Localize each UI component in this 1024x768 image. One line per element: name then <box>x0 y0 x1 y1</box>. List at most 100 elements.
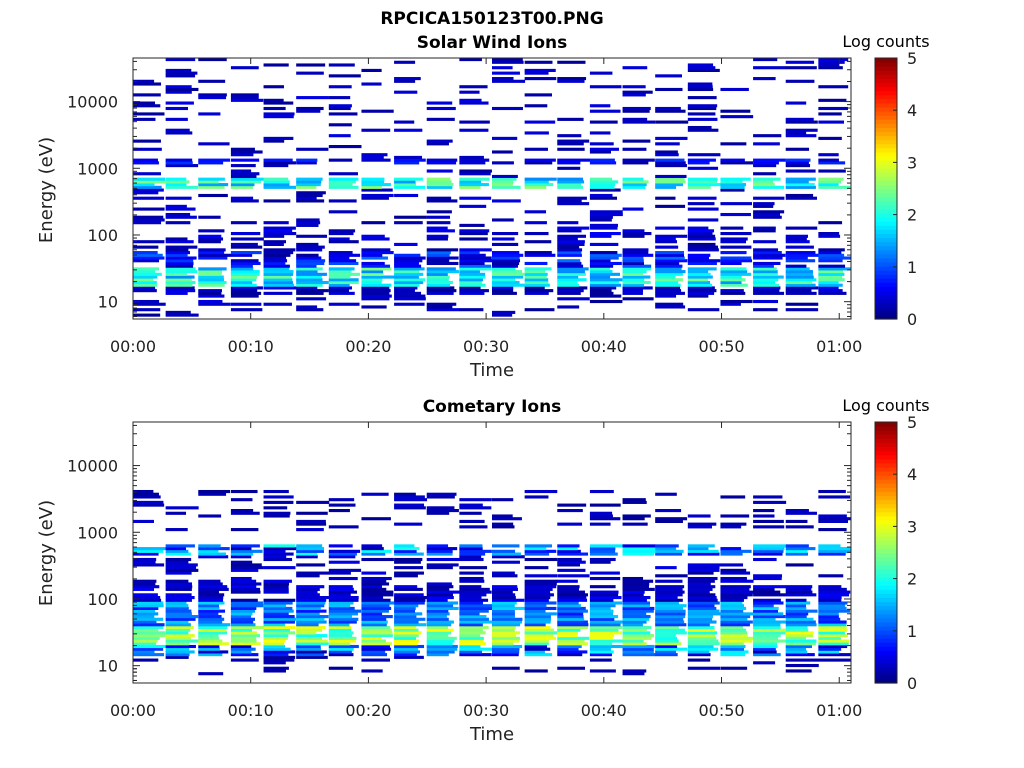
heatmap-cell <box>426 625 449 630</box>
heatmap-cell <box>785 647 807 651</box>
colorbar-segment <box>875 180 897 186</box>
heatmap-cell <box>394 120 415 124</box>
heatmap-cell <box>557 283 579 287</box>
heatmap-cell <box>557 261 582 266</box>
heatmap-cell <box>296 196 317 200</box>
heatmap-cell <box>557 522 583 526</box>
colorbar-segment <box>875 466 897 472</box>
heatmap-cell <box>263 286 297 290</box>
heatmap-cell <box>655 109 686 113</box>
heatmap-cell <box>459 555 482 559</box>
heatmap-cell <box>753 576 782 581</box>
heatmap-cell <box>296 574 320 578</box>
heatmap-cell <box>296 571 330 575</box>
colorbar-segment <box>875 78 897 84</box>
heatmap-cell <box>361 585 382 589</box>
heatmap-cell <box>230 96 259 100</box>
heatmap-cell <box>687 566 720 570</box>
heatmap-cell <box>753 653 781 657</box>
heatmap-cell <box>459 253 486 257</box>
heatmap-cell <box>818 63 840 67</box>
heatmap-cell <box>394 242 418 246</box>
heatmap-cell <box>328 612 358 616</box>
heatmap-cell <box>622 625 652 630</box>
heatmap-cell <box>328 270 352 274</box>
heatmap-cell <box>687 166 719 170</box>
heatmap-cell <box>198 289 222 293</box>
heatmap-cell <box>655 634 676 638</box>
colorbar-segment <box>875 106 897 112</box>
heatmap-cell <box>263 555 287 559</box>
heatmap-cell <box>720 653 746 657</box>
heatmap-cell <box>263 590 289 594</box>
heatmap-cell <box>361 653 388 657</box>
heatmap-cell <box>198 270 223 274</box>
colorbar-segment <box>875 131 897 137</box>
heatmap-cell <box>622 177 644 181</box>
heatmap-cell <box>230 579 257 583</box>
heatmap-cell <box>687 278 708 282</box>
heatmap-cell <box>720 495 746 499</box>
heatmap-cell <box>687 644 714 649</box>
heatmap-cell <box>622 617 650 621</box>
heatmap-cell <box>394 267 425 271</box>
heatmap-cell <box>622 631 651 635</box>
heatmap-cell <box>263 495 294 499</box>
heatmap-cell <box>198 489 231 494</box>
heatmap-cell <box>557 185 583 189</box>
heatmap-cell <box>361 153 388 157</box>
heatmap-cell <box>557 547 578 551</box>
heatmap-cell <box>165 568 199 572</box>
heatmap-cell <box>492 574 518 578</box>
heatmap-cell <box>133 601 164 605</box>
heatmap-cell <box>263 625 296 630</box>
heatmap-cell <box>426 601 459 605</box>
heatmap-cell <box>198 253 231 257</box>
heatmap-cell <box>133 117 156 121</box>
heatmap-cell <box>361 598 391 602</box>
heatmap-cell <box>133 503 165 507</box>
heatmap-cell <box>492 79 526 83</box>
heatmap-cell <box>524 593 554 597</box>
heatmap-cell <box>394 259 423 263</box>
heatmap-cell <box>753 256 783 260</box>
heatmap-cell <box>589 644 623 649</box>
heatmap-cell <box>263 544 296 548</box>
x-tick-label: 01:00 <box>816 337 862 356</box>
heatmap-cell <box>720 552 743 556</box>
heatmap-cell <box>394 183 416 187</box>
colorbar-segment <box>875 422 897 427</box>
heatmap-cell <box>589 272 620 276</box>
heatmap-cell <box>263 636 288 640</box>
heatmap-cell <box>165 623 191 627</box>
heatmap-cell <box>263 606 293 610</box>
heatmap-cell <box>785 291 817 295</box>
heatmap-cell <box>753 574 783 578</box>
heatmap-cell <box>328 229 356 233</box>
heatmap-cell <box>198 248 226 252</box>
heatmap-cell <box>426 598 448 602</box>
colorbar-segment <box>875 483 897 488</box>
heatmap-cell <box>426 280 453 285</box>
heatmap-cell <box>753 612 784 616</box>
heatmap-cell <box>818 596 842 600</box>
heatmap-cell <box>589 264 614 268</box>
heatmap-cell <box>687 582 711 586</box>
heatmap-cell <box>198 604 220 608</box>
heatmap-cell <box>557 650 588 654</box>
heatmap-cell <box>785 642 816 646</box>
heatmap-cell <box>557 593 588 597</box>
heatmap-cell <box>230 598 258 602</box>
heatmap-cell <box>361 177 385 181</box>
heatmap-cell <box>557 297 590 301</box>
heatmap-cell <box>459 620 493 624</box>
heatmap-cell <box>655 142 680 146</box>
heatmap-cell <box>524 489 558 494</box>
heatmap-cell <box>165 74 196 78</box>
heatmap-cell <box>818 547 851 551</box>
heatmap-cell <box>622 585 649 589</box>
heatmap-cell <box>459 519 485 523</box>
heatmap-cell <box>394 596 427 600</box>
heatmap-cell <box>655 615 686 619</box>
heatmap-cell <box>394 180 416 184</box>
